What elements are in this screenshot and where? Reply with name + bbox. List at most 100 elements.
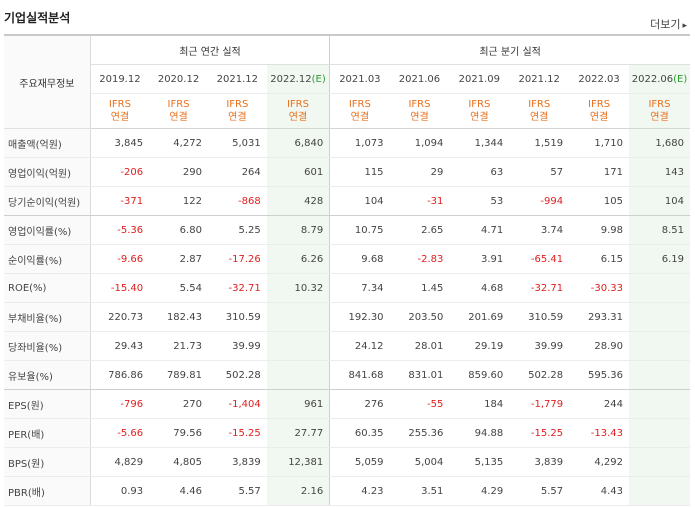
annual-period-header: 2020.12 <box>149 64 208 94</box>
quarter-value: -55 <box>389 389 450 419</box>
quarter-value: 1,680 <box>628 128 690 158</box>
quarter-value: -31 <box>389 186 450 216</box>
annual-value: 3,839 <box>207 447 267 477</box>
annual-value: -15.40 <box>90 273 150 303</box>
quarter-value: 28.01 <box>389 331 450 361</box>
annual-value: 428 <box>266 186 330 216</box>
annual-value: -796 <box>90 389 150 419</box>
period-label: 2021.06 <box>398 73 441 85</box>
quarter-value: 28.90 <box>569 331 629 361</box>
quarter-value: 1.45 <box>389 273 450 303</box>
row-label: PBR(배) <box>4 476 91 506</box>
ifrs-label: IFRS <box>588 99 611 110</box>
annual-value: -868 <box>207 186 267 216</box>
quarter-value: 24.12 <box>329 331 390 361</box>
annual-value: 502.28 <box>207 360 267 390</box>
row-label: 영업이익(억원) <box>4 157 91 187</box>
ifrs-cell: IFRS 연결 <box>90 93 150 129</box>
ifrs-cell: IFRS 연결 <box>266 93 330 129</box>
quarter-value: -1,779 <box>509 389 570 419</box>
quarter-value: 310.59 <box>509 302 570 332</box>
annual-value: -5.66 <box>90 418 150 448</box>
annual-value: 6.80 <box>149 215 208 245</box>
quarter-period-header: 2021.03 <box>329 64 390 94</box>
quarter-value: 63 <box>449 157 510 187</box>
row-label: 유보율(%) <box>4 360 91 390</box>
annual-value: 8.79 <box>266 215 330 245</box>
quarter-period-header: 2021.09 <box>449 64 510 94</box>
quarter-value: 5,059 <box>329 447 390 477</box>
annual-period-header: 2022.12(E) <box>266 64 330 94</box>
consolidated-label: 연결 <box>470 112 489 123</box>
ifrs-cell: IFRS 연결 <box>389 93 450 129</box>
quarter-value: 171 <box>569 157 629 187</box>
quarter-value: 4.68 <box>449 273 510 303</box>
quarter-value: 184 <box>449 389 510 419</box>
period-label: 2021.09 <box>458 73 501 85</box>
annual-value: 601 <box>266 157 330 187</box>
period-label: 2021.12 <box>216 73 259 85</box>
quarter-value: 104 <box>628 186 690 216</box>
row-label: ROE(%) <box>4 273 91 303</box>
quarter-value <box>628 389 690 419</box>
table-row: 영업이익(억원) -206 290 264 601 115 29 63 57 171 143 <box>4 157 690 187</box>
quarter-value: 3.91 <box>449 244 510 274</box>
quarter-value: 9.98 <box>569 215 629 245</box>
ifrs-cell: IFRS 연결 <box>149 93 208 129</box>
quarter-value: 115 <box>329 157 390 187</box>
quarter-value: 4.29 <box>449 476 510 506</box>
estimate-marker: (E) <box>673 73 688 85</box>
table-row: 순이익률(%) -9.66 2.87 -17.26 6.26 9.68 -2.83 3.91-… <box>4 244 690 274</box>
ifrs-label: IFRS <box>226 99 249 110</box>
quarter-value: 94.88 <box>449 418 510 448</box>
quarter-value: 8.51 <box>628 215 690 245</box>
more-label: 더보기 <box>650 18 681 31</box>
row-label: EPS(원) <box>4 389 91 419</box>
ifrs-label: IFRS <box>468 99 491 110</box>
annual-value: 290 <box>149 157 208 187</box>
quarter-value: 244 <box>569 389 629 419</box>
quarter-value: 5,004 <box>389 447 450 477</box>
ifrs-cell: IFRS 연결 <box>509 93 570 129</box>
annual-value: 122 <box>149 186 208 216</box>
consolidated-label: 연결 <box>288 112 308 123</box>
row-label: 영업이익률(%) <box>4 215 91 245</box>
quarter-value: 4.71 <box>449 215 510 245</box>
annual-value: 4,829 <box>90 447 150 477</box>
ifrs-label: IFRS <box>408 99 431 110</box>
quarter-group-header: 최근 분기 실적 <box>329 34 690 65</box>
quarter-value: 1,094 <box>389 128 450 158</box>
quarter-value: 4.23 <box>329 476 390 506</box>
annual-value: 79.56 <box>149 418 208 448</box>
more-link[interactable]: 더보기 ▸ <box>650 16 687 32</box>
table-row: 영업이익률(%) -5.36 6.80 5.25 8.79 10.75 2.65 4.71 3.… <box>4 215 690 245</box>
quarter-value: 4,292 <box>569 447 629 477</box>
annual-value: 4.46 <box>149 476 208 506</box>
consolidated-label: 연결 <box>169 112 188 123</box>
ifrs-label: IFRS <box>167 99 190 110</box>
consolidated-label: 연결 <box>529 112 549 123</box>
table-row: 유보율(%) 786.86 789.81 502.28 841.68 831.01 859.… <box>4 360 690 390</box>
row-label: 매출액(억원) <box>4 128 91 158</box>
quarter-value <box>628 476 690 506</box>
annual-value <box>266 360 330 390</box>
annual-value: -9.66 <box>90 244 150 274</box>
table-row: BPS(원) 4,829 4,805 3,839 12,381 5,059 5,004 5,1… <box>4 447 690 477</box>
quarter-value: 143 <box>628 157 690 187</box>
row-label: 당기순이익(억원) <box>4 186 91 216</box>
quarter-value: 3.74 <box>509 215 570 245</box>
quarter-value <box>628 302 690 332</box>
annual-value: 3,845 <box>90 128 150 158</box>
quarter-value: 5.57 <box>509 476 570 506</box>
annual-value: 961 <box>266 389 330 419</box>
annual-value: 270 <box>149 389 208 419</box>
quarter-period-header: 2021.06 <box>389 64 450 94</box>
annual-value: 220.73 <box>90 302 150 332</box>
quarter-value: 2.65 <box>389 215 450 245</box>
quarter-value: 831.01 <box>389 360 450 390</box>
annual-value: 12,381 <box>266 447 330 477</box>
row-label: 순이익률(%) <box>4 244 91 274</box>
period-label: 2020.12 <box>157 73 200 85</box>
quarter-value: 1,073 <box>329 128 390 158</box>
annual-value: 182.43 <box>149 302 208 332</box>
